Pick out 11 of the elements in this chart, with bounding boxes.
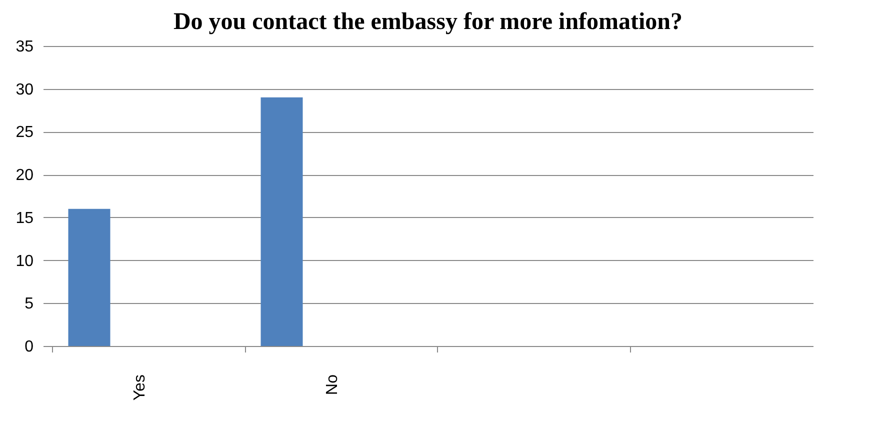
- y-tick-label: 35: [16, 38, 34, 56]
- y-tick-label: 0: [24, 338, 34, 356]
- y-tick-label: 25: [16, 124, 34, 142]
- y-tick-label: 15: [16, 210, 34, 227]
- x-tick-label: Yes: [131, 374, 148, 401]
- y-tick-label: 20: [16, 167, 34, 184]
- y-tick-label: 10: [16, 252, 34, 270]
- y-tick-label: 5: [24, 296, 34, 313]
- x-tick-label: No: [324, 374, 341, 395]
- chart-title: Do you contact the embassy for more infomation?: [173, 9, 683, 35]
- y-tick-label: 30: [16, 81, 34, 98]
